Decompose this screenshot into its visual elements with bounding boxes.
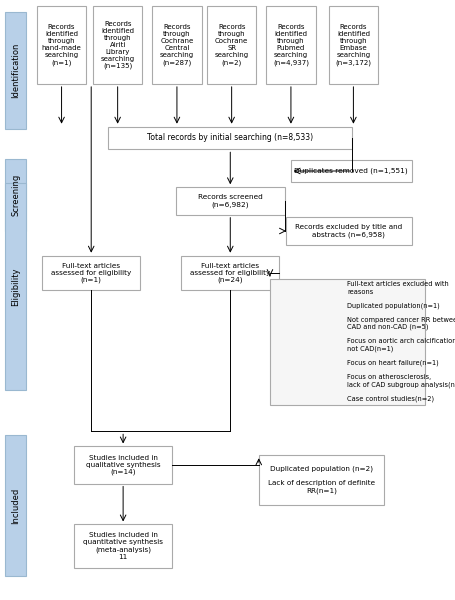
Text: Full-text articles
assessed for eligibility
(n=1): Full-text articles assessed for eligibil… xyxy=(51,263,131,283)
FancyBboxPatch shape xyxy=(286,217,410,245)
FancyBboxPatch shape xyxy=(152,6,201,84)
Text: Studies included in
qualitative synthesis
(n=14): Studies included in qualitative synthesi… xyxy=(86,455,160,475)
FancyBboxPatch shape xyxy=(328,6,377,84)
FancyBboxPatch shape xyxy=(181,256,279,290)
FancyBboxPatch shape xyxy=(93,6,142,84)
Text: Records
identified
through
Pubmed
searching
(n=4,937): Records identified through Pubmed search… xyxy=(273,24,308,66)
FancyBboxPatch shape xyxy=(290,160,410,182)
Text: Studies included in
quantitative synthesis
(meta-analysis)
11: Studies included in quantitative synthes… xyxy=(83,532,163,560)
Text: Duplicated population (n=2)

Lack of description of definite
RR(n=1): Duplicated population (n=2) Lack of desc… xyxy=(268,466,374,494)
Text: Screening: Screening xyxy=(11,174,20,216)
Text: Included: Included xyxy=(11,487,20,524)
Text: Identification: Identification xyxy=(11,43,20,98)
Text: Records excluded by title and
abstracts (n=6,958): Records excluded by title and abstracts … xyxy=(294,224,402,238)
FancyBboxPatch shape xyxy=(5,435,26,576)
FancyBboxPatch shape xyxy=(42,256,140,290)
Text: Full-text articles
assessed for eligibility
(n=24): Full-text articles assessed for eligibil… xyxy=(190,263,270,283)
Text: Records
identified
through
Airiti
Library
searching
(n=135): Records identified through Airiti Librar… xyxy=(101,21,134,69)
Text: Full-text articles excluded with
reasons

Duplicated population(n=1)

Not compar: Full-text articles excluded with reasons… xyxy=(347,281,455,403)
FancyBboxPatch shape xyxy=(74,524,172,568)
FancyBboxPatch shape xyxy=(207,6,256,84)
Text: Records
identified
through
Embase
searching
(n=3,172): Records identified through Embase search… xyxy=(335,24,370,66)
FancyBboxPatch shape xyxy=(269,279,424,405)
FancyBboxPatch shape xyxy=(108,127,351,149)
FancyBboxPatch shape xyxy=(175,187,284,215)
FancyBboxPatch shape xyxy=(37,6,86,84)
FancyBboxPatch shape xyxy=(74,446,172,484)
Text: Total records by initial searching (n=8,533): Total records by initial searching (n=8,… xyxy=(147,133,313,142)
FancyBboxPatch shape xyxy=(5,159,26,231)
Text: Duplicates removed (n=1,551): Duplicates removed (n=1,551) xyxy=(293,168,407,174)
FancyBboxPatch shape xyxy=(5,12,26,129)
FancyBboxPatch shape xyxy=(5,183,26,390)
FancyBboxPatch shape xyxy=(266,6,315,84)
Text: Records
through
Cochrane
SR
searching
(n=2): Records through Cochrane SR searching (n… xyxy=(214,24,248,66)
Text: Records
through
Cochrane
Central
searching
(n=287): Records through Cochrane Central searchi… xyxy=(160,24,193,66)
Text: Records screened
(n=6,982): Records screened (n=6,982) xyxy=(197,194,262,208)
Text: Eligibility: Eligibility xyxy=(11,267,20,306)
FancyBboxPatch shape xyxy=(258,455,383,505)
Text: Records
identified
through
hand-made
searching
(n=1): Records identified through hand-made sea… xyxy=(41,24,81,66)
